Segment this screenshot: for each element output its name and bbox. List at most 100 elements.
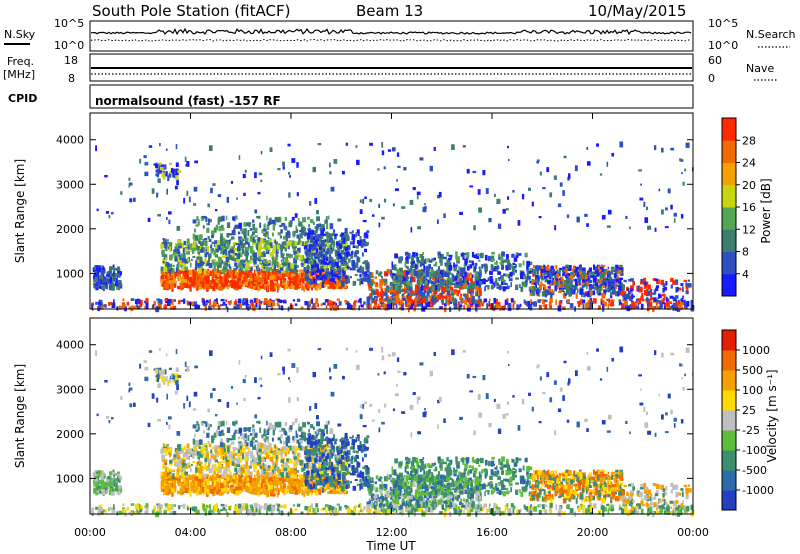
- power-cell: [227, 284, 230, 288]
- power-cell: [263, 225, 266, 229]
- power-cell: [424, 203, 426, 206]
- power-cell: [205, 301, 209, 306]
- power-cell: [547, 280, 551, 285]
- power-cell: [279, 224, 283, 228]
- power-cell: [104, 283, 107, 289]
- power-cell: [210, 244, 213, 249]
- power-cell: [363, 277, 368, 282]
- power-cell: [469, 272, 472, 276]
- colorbar-segment: [722, 229, 736, 252]
- power-cell: [260, 150, 263, 155]
- power-cell: [467, 287, 471, 294]
- power-cell: [411, 299, 414, 304]
- power-cell: [199, 275, 202, 282]
- velocity-cell: [512, 508, 515, 514]
- power-cell: [116, 306, 119, 311]
- power-cell: [349, 276, 352, 279]
- power-cell: [446, 260, 450, 266]
- power-cell: [237, 231, 241, 235]
- power-cell: [608, 302, 611, 306]
- power-cell: [420, 296, 425, 301]
- power-cell: [216, 286, 219, 290]
- power-cell: [356, 256, 359, 262]
- power-cell: [104, 175, 108, 178]
- power-cell: [118, 280, 122, 283]
- power-cell: [264, 298, 268, 303]
- power-cell: [396, 280, 401, 283]
- power-cell: [182, 286, 184, 290]
- power-cell: [279, 299, 282, 304]
- power-cell: [205, 269, 209, 274]
- power-cell: [199, 246, 203, 252]
- velocity-cell: [610, 508, 615, 512]
- power-cell: [296, 273, 299, 278]
- power-cell: [436, 284, 441, 287]
- power-cell: [262, 261, 267, 267]
- power-cell: [437, 254, 441, 259]
- power-cell: [175, 267, 179, 273]
- power-cell: [632, 295, 635, 298]
- velocity-cell: [496, 506, 498, 510]
- power-cell: [189, 243, 192, 250]
- power-cell: [202, 272, 205, 278]
- power-cell: [219, 271, 224, 275]
- power-cell: [145, 302, 149, 309]
- power-cell: [356, 268, 359, 273]
- velocity-cell: [186, 505, 189, 508]
- power-cell: [423, 285, 426, 288]
- ytick-label: 2000: [56, 223, 84, 236]
- power-cell: [223, 239, 228, 244]
- power-cell: [599, 279, 602, 284]
- power-cell: [510, 264, 514, 269]
- power-cell: [186, 258, 188, 262]
- power-cell: [169, 246, 171, 253]
- power-cell: [211, 285, 215, 289]
- velocity-cell: [489, 503, 491, 507]
- power-cell: [420, 274, 423, 278]
- velocity-cell: [180, 504, 184, 507]
- power-cell: [314, 270, 319, 273]
- power-cell: [400, 299, 403, 305]
- power-cell: [530, 299, 533, 304]
- velocity-cell: [516, 509, 519, 516]
- power-cell: [647, 284, 651, 290]
- power-cell: [352, 305, 356, 311]
- power-cell: [672, 305, 675, 311]
- power-cell: [221, 283, 226, 287]
- velocity-cell: [164, 508, 167, 511]
- power-cell: [291, 276, 296, 281]
- power-cell: [537, 276, 540, 281]
- power-cell: [277, 298, 281, 303]
- power-cell: [153, 163, 157, 166]
- power-cell: [259, 300, 263, 304]
- power-cell: [207, 283, 210, 290]
- power-cell: [356, 240, 359, 245]
- power-cell: [311, 264, 315, 268]
- power-cell: [482, 278, 486, 285]
- power-cell: [558, 278, 562, 281]
- velocity-cell: [463, 510, 465, 515]
- power-cell: [548, 288, 552, 293]
- power-cell: [318, 243, 322, 248]
- power-cell: [138, 299, 141, 304]
- power-cell: [97, 271, 100, 277]
- velocity-cell: [208, 510, 212, 516]
- power-cell: [112, 275, 116, 282]
- power-cell: [375, 297, 377, 300]
- velocity-cell: [385, 508, 388, 514]
- power-cell: [487, 277, 491, 282]
- power-cell: [333, 266, 338, 271]
- power-cell: [575, 293, 578, 299]
- velocity-cell: [258, 508, 261, 514]
- power-cell: [331, 267, 334, 271]
- plot-title: South Pole Station (fitACF): [92, 2, 290, 20]
- power-cell: [333, 229, 336, 233]
- power-cell: [630, 305, 635, 310]
- power-cell: [474, 277, 479, 283]
- power-cell: [440, 262, 442, 266]
- power-cell: [415, 264, 418, 269]
- velocity-cell: [245, 509, 249, 514]
- power-cell: [98, 299, 103, 304]
- power-cell: [586, 283, 588, 290]
- power-cell: [560, 276, 564, 280]
